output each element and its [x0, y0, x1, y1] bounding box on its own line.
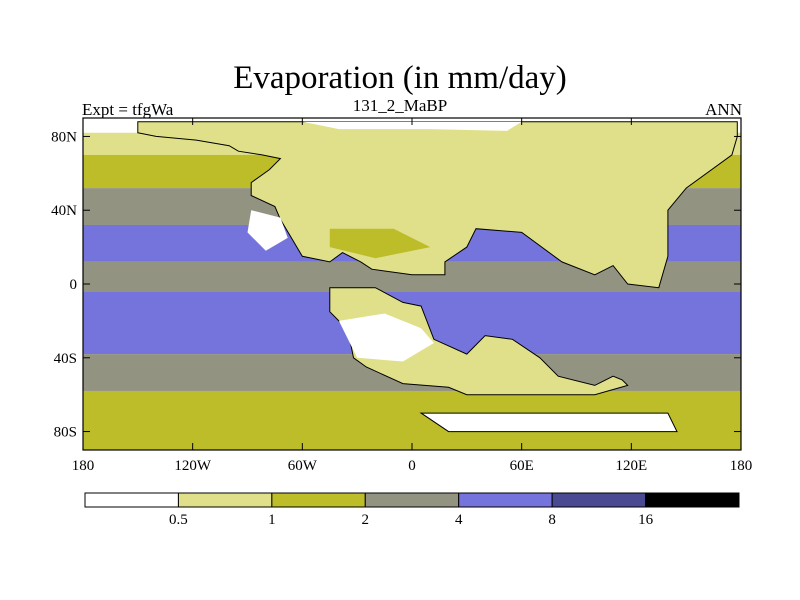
colorbar-level-label: 2	[362, 512, 370, 528]
colorbar-box-6	[645, 492, 740, 508]
colorbar-box-1	[177, 492, 273, 508]
x-tick-label: 0	[408, 458, 416, 474]
y-tick-label: 40S	[54, 351, 77, 367]
colorbar-level-label: 1	[268, 512, 276, 528]
experiment-label: Expt = tfgWa	[82, 100, 174, 119]
season-label: ANN	[705, 100, 742, 119]
colorbar-legend: 0.5 1 2 4 8 16	[84, 492, 740, 528]
axis-ticks: 180 120W 60W 0 60E 120E 180 80N 40N 0 40S 80S	[51, 118, 752, 474]
y-tick-label: 0	[70, 277, 78, 293]
colorbar-box-3	[364, 492, 460, 508]
north-cold-interior	[247, 210, 288, 251]
y-tick-label: 80S	[54, 425, 77, 441]
plot-area	[83, 118, 741, 450]
south-landmass	[329, 287, 629, 396]
x-tick-label: 60E	[510, 458, 534, 474]
x-tick-label: 120W	[174, 458, 212, 474]
x-tick-label: 120E	[615, 458, 647, 474]
south-dry-interior	[338, 313, 434, 362]
antarctic-ice	[419, 412, 678, 433]
north-landmass	[137, 121, 738, 289]
north-high-arctic	[302, 121, 522, 131]
chart-title: Evaporation (in mm/day)	[233, 60, 567, 96]
time-label: 131_2_MaBP	[352, 96, 448, 115]
x-tick-label: 180	[72, 458, 95, 474]
north-interior-dry	[329, 228, 431, 259]
y-tick-label: 40N	[51, 203, 77, 219]
x-tick-label: 60W	[288, 458, 318, 474]
y-tick-label: 80N	[51, 129, 77, 145]
colorbar-level-label: 16	[638, 512, 654, 528]
colorbar-level-label: 0.5	[169, 512, 188, 528]
colorbar-level-label: 8	[548, 512, 556, 528]
colorbar-box-0	[84, 492, 179, 508]
colorbar-box-4	[458, 492, 553, 508]
colorbar-box-5	[551, 492, 647, 508]
x-tick-label: 180	[730, 458, 753, 474]
colorbar-box-2	[271, 492, 366, 508]
colorbar-level-label: 4	[455, 512, 463, 528]
